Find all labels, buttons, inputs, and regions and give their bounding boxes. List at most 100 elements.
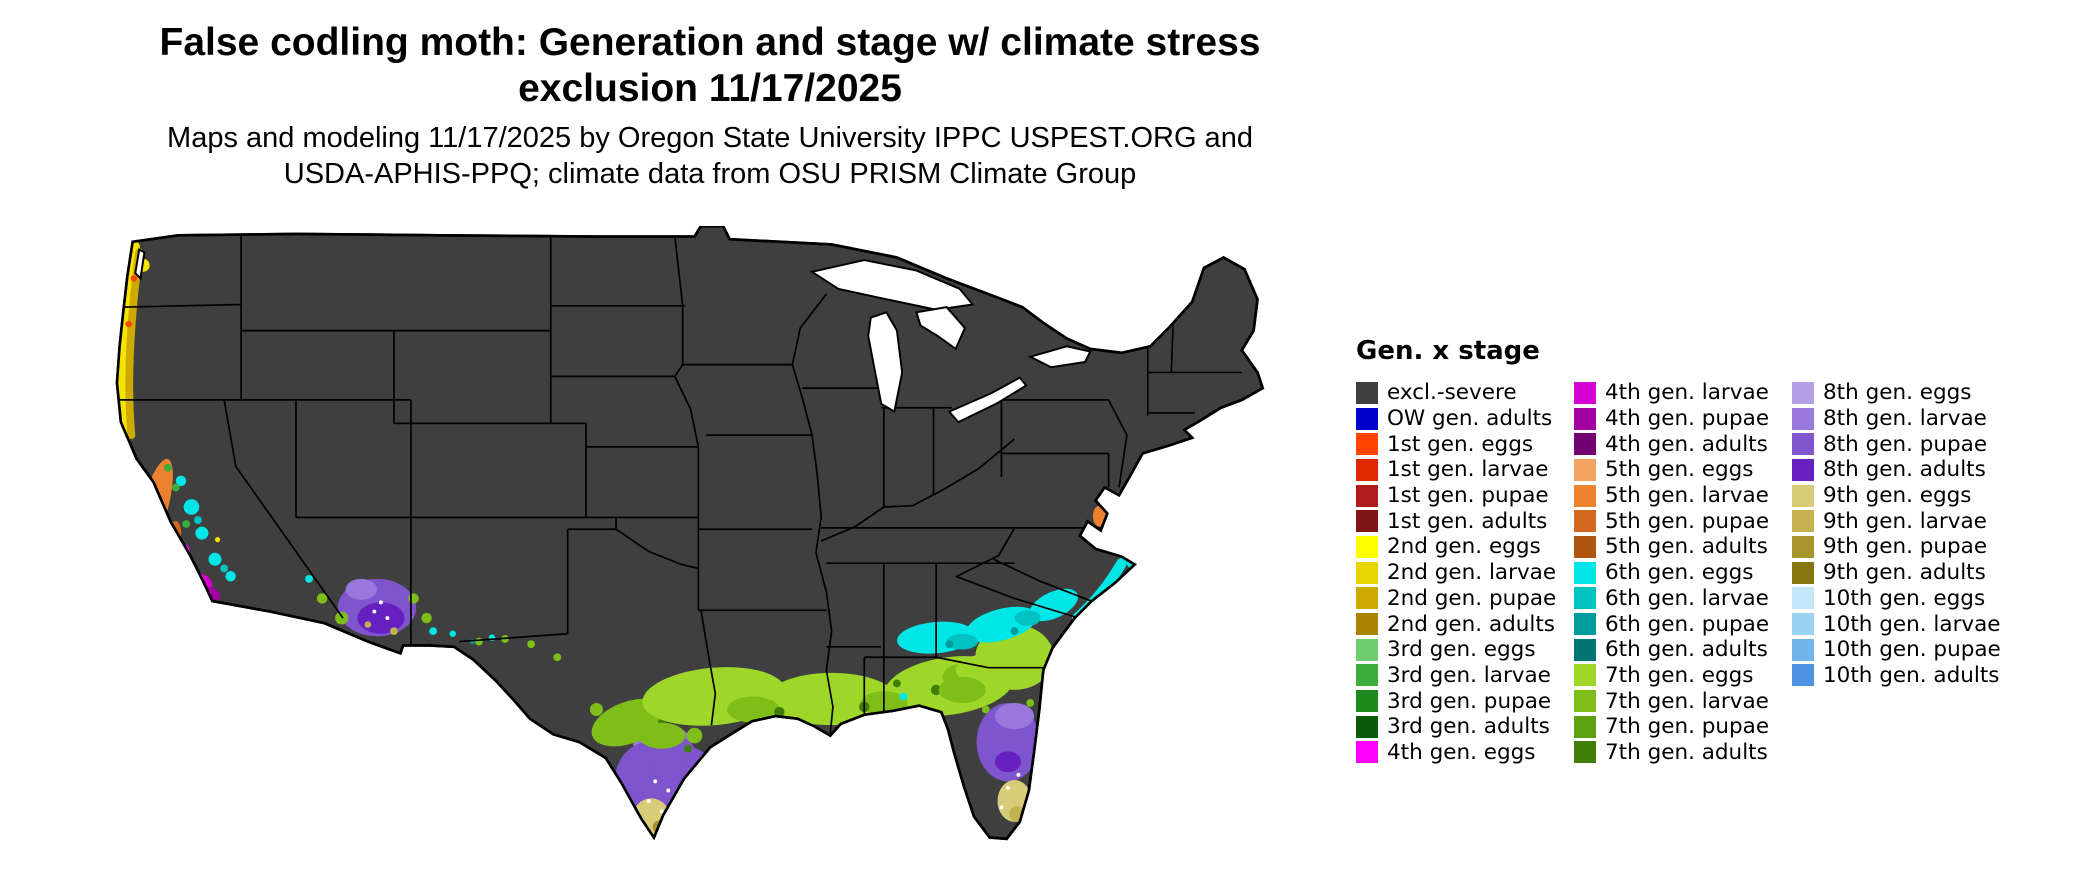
legend-label: 5th gen. larvae [1605, 483, 1769, 509]
legend-item: 3rd gen. larvae [1356, 663, 1574, 689]
legend-title: Gen. x stage [1356, 336, 1540, 366]
legend-item: 8th gen. larvae [1792, 406, 2010, 432]
legend-label: 4th gen. adults [1605, 431, 1768, 457]
legend-swatch [1356, 664, 1378, 687]
legend-swatch [1574, 741, 1596, 764]
legend-swatch [1356, 381, 1378, 404]
legend-swatch [1356, 561, 1378, 584]
legend-swatch [1356, 458, 1378, 481]
legend-item: 4th gen. larvae [1574, 380, 1792, 406]
legend-label: 10th gen. larvae [1823, 611, 2001, 637]
legend-item: 4th gen. adults [1574, 431, 1792, 457]
legend-label: 4th gen. eggs [1387, 739, 1536, 765]
lake-erie [947, 376, 1028, 424]
page-subtitle: Maps and modeling 11/17/2025 by Oregon S… [120, 120, 1300, 192]
legend-item: 3rd gen. pupae [1356, 688, 1574, 714]
legend-label: excl.-severe [1387, 380, 1517, 406]
legend-item: 9th gen. adults [1792, 560, 2010, 586]
legend-swatch [1574, 535, 1596, 558]
legend-swatch [1574, 510, 1596, 533]
legend-label: 9th gen. eggs [1823, 483, 1972, 509]
legend-swatch [1356, 741, 1378, 764]
legend-label: 8th gen. pupae [1823, 431, 1988, 457]
legend-label: 2nd gen. adults [1387, 611, 1556, 637]
legend-label: 8th gen. larvae [1823, 406, 1987, 432]
legend-swatch [1574, 715, 1596, 738]
legend-label: 8th gen. eggs [1823, 380, 1972, 406]
legend-label: 7th gen. larvae [1605, 688, 1769, 714]
lake-michigan [867, 311, 904, 414]
lake-huron [915, 306, 967, 351]
legend-item: 4th gen. eggs [1356, 740, 1574, 766]
legend-columns: excl.-severe OW gen. adults 1st gen. eggs 1… [1356, 380, 2010, 765]
legend-label: 1st gen. pupae [1387, 483, 1549, 509]
legend-item: 5th gen. adults [1574, 534, 1792, 560]
page-subtitle-line-1: Maps and modeling 11/17/2025 by Oregon S… [167, 122, 1253, 154]
legend-swatch [1792, 561, 1814, 584]
legend-label: 7th gen. pupae [1605, 714, 1770, 740]
legend-label: 7th gen. eggs [1605, 662, 1754, 688]
legend-swatch [1792, 407, 1814, 430]
legend-label: 5th gen. pupae [1605, 508, 1770, 534]
legend-label: 1st gen. adults [1387, 508, 1548, 534]
legend-item: 7th gen. adults [1574, 740, 1792, 766]
legend-label: 7th gen. adults [1605, 739, 1768, 765]
legend-item: 3rd gen. eggs [1356, 637, 1574, 663]
legend-item: 9th gen. eggs [1792, 483, 2010, 509]
legend-swatch [1574, 690, 1596, 713]
legend-swatch [1792, 638, 1814, 661]
legend-item: 6th gen. adults [1574, 637, 1792, 663]
puget-sound [134, 248, 146, 281]
page-title-line-1: False codling moth: Generation and stage… [159, 21, 1261, 64]
page-title: False codling moth: Generation and stage… [120, 20, 1300, 112]
legend-label: 3rd gen. eggs [1387, 637, 1536, 663]
legend-label: 2nd gen. eggs [1387, 534, 1541, 560]
legend-swatch [1356, 715, 1378, 738]
legend-item: 7th gen. eggs [1574, 663, 1792, 689]
legend-label: 3rd gen. adults [1387, 714, 1550, 740]
legend-swatch [1574, 638, 1596, 661]
map-outline-stroke [115, 226, 1265, 841]
page-subtitle-line-2: USDA-APHIS-PPQ; climate data from OSU PR… [283, 158, 1137, 190]
legend-item: 2nd gen. adults [1356, 611, 1574, 637]
legend-item: 10th gen. eggs [1792, 586, 2010, 612]
legend-item: 10th gen. larvae [1792, 611, 2010, 637]
legend-swatch [1574, 381, 1596, 404]
legend-item: 5th gen. larvae [1574, 483, 1792, 509]
legend-item: 7th gen. larvae [1574, 688, 1792, 714]
legend-swatch [1574, 458, 1596, 481]
legend-label: 6th gen. larvae [1605, 585, 1769, 611]
legend-label: 8th gen. adults [1823, 457, 1986, 483]
legend-label: 2nd gen. larvae [1387, 560, 1557, 586]
legend-swatch [1792, 613, 1814, 636]
legend-label: 4th gen. larvae [1605, 380, 1769, 406]
legend: Gen. x stage excl.-severe OW gen. adults 1… [1356, 336, 2010, 765]
legend-swatch [1356, 690, 1378, 713]
legend-label: 10th gen. eggs [1823, 585, 1986, 611]
legend-label: 3rd gen. pupae [1387, 688, 1552, 714]
legend-item: 4th gen. pupae [1574, 406, 1792, 432]
legend-swatch [1792, 535, 1814, 558]
legend-column: 4th gen. larvae 4th gen. pupae 4th gen. ad… [1574, 380, 1792, 765]
lake-superior [809, 259, 975, 311]
legend-label: 10th gen. adults [1823, 662, 2000, 688]
legend-swatch [1356, 535, 1378, 558]
legend-label: 1st gen. eggs [1387, 431, 1534, 457]
legend-swatch [1574, 664, 1596, 687]
legend-item: 7th gen. pupae [1574, 714, 1792, 740]
legend-label: 6th gen. adults [1605, 637, 1768, 663]
lake-ontario [1027, 345, 1092, 369]
legend-swatch [1792, 510, 1814, 533]
page-title-line-2: exclusion 11/17/2025 [518, 67, 902, 110]
legend-swatch [1356, 407, 1378, 430]
legend-item: OW gen. adults [1356, 406, 1574, 432]
legend-column: excl.-severe OW gen. adults 1st gen. eggs 1… [1356, 380, 1574, 765]
legend-label: 4th gen. pupae [1605, 406, 1770, 432]
legend-swatch [1356, 510, 1378, 533]
legend-item: 3rd gen. adults [1356, 714, 1574, 740]
legend-item: 6th gen. pupae [1574, 611, 1792, 637]
legend-item: 8th gen. adults [1792, 457, 2010, 483]
legend-item: 9th gen. larvae [1792, 508, 2010, 534]
legend-item: 2nd gen. eggs [1356, 534, 1574, 560]
legend-swatch [1356, 433, 1378, 456]
